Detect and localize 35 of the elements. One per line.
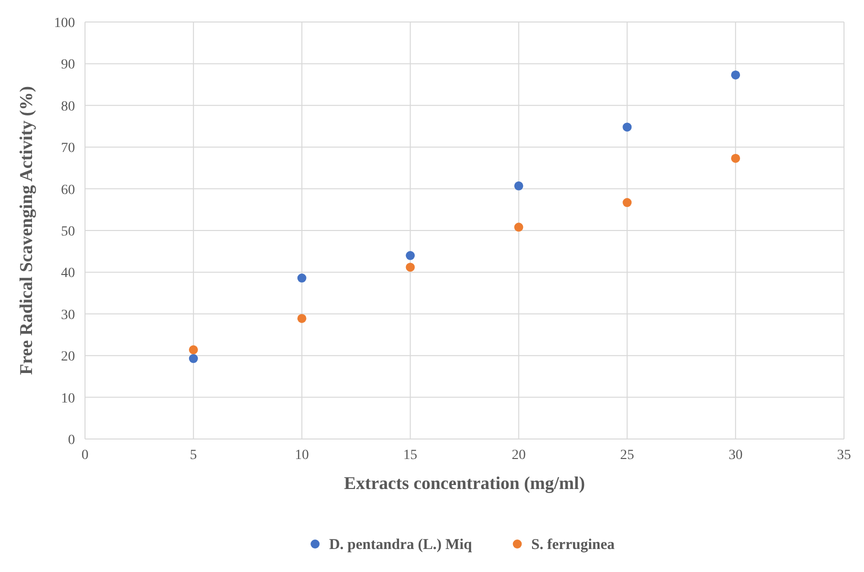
x-tick-label: 20 <box>512 448 526 463</box>
point <box>731 70 740 80</box>
point <box>297 274 306 283</box>
point <box>622 122 632 132</box>
x-tick-label: 25 <box>620 448 634 463</box>
x-tick-label: 35 <box>837 448 851 463</box>
y-tick-label: 40 <box>61 266 75 282</box>
x-tick-label: 10 <box>294 448 309 463</box>
x-tick-label: 30 <box>728 448 743 463</box>
legend-label: S. ferruginea <box>531 537 616 553</box>
y-tick-label: 20 <box>61 350 75 365</box>
y-tick-label: 30 <box>61 308 75 323</box>
y-axis-title: Free Radical Scavenging Activity (%) <box>16 86 36 375</box>
x-axis-title: Extracts concentration (mg/ml) <box>344 473 585 493</box>
point <box>188 345 198 354</box>
point <box>731 154 740 163</box>
x-tick-label: 0 <box>82 448 88 463</box>
point <box>514 181 524 190</box>
y-tick-label: 70 <box>61 141 75 156</box>
y-tick-label: 90 <box>61 58 75 73</box>
y-tick-label: 60 <box>61 182 75 198</box>
x-tick-label: 15 <box>403 448 418 463</box>
point <box>406 251 415 260</box>
point <box>188 354 198 364</box>
y-tick-label: 80 <box>61 99 75 114</box>
point <box>406 262 415 272</box>
y-tick-label: 100 <box>54 16 75 31</box>
point <box>297 314 306 323</box>
x-tick-label: 5 <box>190 448 197 463</box>
y-tick-label: 0 <box>68 433 75 448</box>
y-tick-label: 10 <box>61 391 75 406</box>
y-tick-label: 50 <box>61 224 75 240</box>
legend-label: D. pentandra (L.) Miq <box>329 537 473 553</box>
point <box>622 198 632 208</box>
point <box>514 222 524 232</box>
